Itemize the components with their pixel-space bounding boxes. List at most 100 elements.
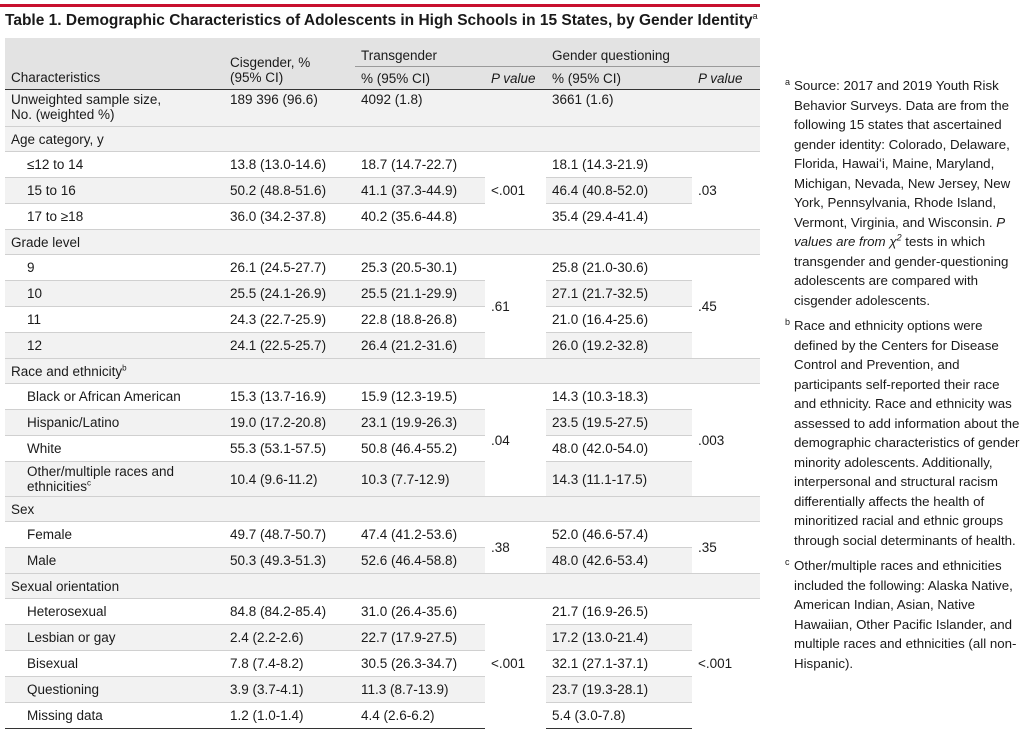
footnote-a-chi-sup: 2 (896, 232, 902, 243)
header-row-groups: Cisgender, % (95% CI) Transgender Gender … (5, 38, 761, 90)
cell-gender-questioning: 3661 (1.6) (546, 89, 693, 127)
cell-transgender: 30.5 (26.3-34.7) (355, 650, 485, 677)
footnote-c: c Other/multiple races and ethnicities i… (785, 556, 1021, 673)
cell-transgender: 47.4 (41.2-53.6) (355, 521, 485, 548)
cell-transgender: 18.7 (14.7-22.7) (355, 151, 485, 178)
table-row-category: Sexual orientation (5, 573, 761, 599)
race-footnote-mark: b (122, 363, 127, 372)
header-trans-p-value: P value (485, 66, 547, 90)
cell-cisgender: 2.4 (2.2-2.6) (224, 624, 355, 651)
table-row: Bisexual 7.8 (7.4-8.2) 30.5 (26.3-34.7) … (5, 650, 760, 677)
header-cisgender-ci: (95% CI) (230, 70, 284, 85)
cell-transgender: 22.8 (18.8-26.8) (355, 306, 485, 333)
cell-cisgender: 24.3 (22.7-25.9) (224, 306, 355, 333)
row-label: Bisexual (5, 650, 224, 677)
cell-transgender: 25.3 (20.5-30.1) (355, 254, 485, 281)
row-label: 10 (5, 280, 224, 307)
cell-transgender: 25.5 (21.1-29.9) (355, 280, 485, 307)
row-label: Questioning (5, 676, 224, 703)
table-footnotes: a Source: 2017 and 2019 Youth Risk Behav… (785, 76, 1021, 679)
footnote-a: a Source: 2017 and 2019 Youth Risk Behav… (785, 76, 1021, 310)
cell-trans-p: <.001 (485, 151, 547, 230)
footnote-a-pvalue-post: tests in which transgender and gender-qu… (794, 234, 1009, 308)
cell-cisgender: 7.8 (7.4-8.2) (224, 650, 355, 677)
table-row: Questioning 3.9 (3.7-4.1) 11.3 (8.7-13.9… (5, 676, 760, 703)
table-row-category: Grade level (5, 229, 761, 255)
cell-trans-p: .61 (485, 254, 547, 359)
cell-gq-p: .003 (692, 383, 761, 497)
header-gq-p-value: P value (692, 66, 761, 90)
category-sex: Sex (5, 496, 761, 522)
cell-cisgender: 24.1 (22.5-25.7) (224, 332, 355, 359)
table-row-category: Age category, y (5, 126, 761, 152)
table-row: Missing data 1.2 (1.0-1.4) 4.4 (2.6-6.2)… (5, 702, 760, 729)
row-label: Other/multiple races and ethnicitiesc (5, 461, 224, 497)
cell-gender-questioning: 46.4 (40.8-52.0) (546, 177, 693, 204)
row-label: Missing data (5, 702, 224, 729)
row-label: Hispanic/Latino (5, 409, 224, 436)
table-row-category: Race and ethnicityb (5, 358, 761, 384)
table-row: Lesbian or gay 2.4 (2.2-2.6) 22.7 (17.9-… (5, 624, 760, 651)
cell-transgender: 15.9 (12.3-19.5) (355, 383, 485, 410)
cell-gender-questioning: 26.0 (19.2-32.8) (546, 332, 693, 359)
title-footnote-mark: a (752, 11, 758, 21)
cell-transgender: 52.6 (46.4-58.8) (355, 547, 485, 574)
cell-gender-questioning: 21.0 (16.4-25.6) (546, 306, 693, 333)
cell-gender-questioning: 52.0 (46.6-57.4) (546, 521, 693, 548)
cell-transgender: 10.3 (7.7-12.9) (355, 461, 485, 497)
cell-transgender: 22.7 (17.9-27.5) (355, 624, 485, 651)
table-row: Heterosexual 84.8 (84.2-85.4) 31.0 (26.4… (5, 598, 761, 729)
cell-cisgender: 19.0 (17.2-20.8) (224, 409, 355, 436)
cell-gender-questioning: 23.5 (19.5-27.5) (546, 409, 693, 436)
cell-transgender: 31.0 (26.4-35.6) (355, 598, 485, 625)
category-race-label: Race and ethnicity (11, 363, 123, 379)
cell-gq-p (692, 89, 761, 127)
header-characteristics: Characteristics (5, 66, 224, 90)
cell-gender-questioning: 23.7 (19.3-28.1) (546, 676, 693, 703)
table-row-sample-size: Unweighted sample size, No. (weighted %) … (5, 89, 761, 127)
row-label: Unweighted sample size, No. (weighted %) (5, 89, 224, 127)
cell-cisgender: 15.3 (13.7-16.9) (224, 383, 355, 410)
header-gender-questioning: Gender questioning (546, 38, 761, 67)
row-label: Lesbian or gay (5, 624, 224, 651)
row-label: 9 (5, 254, 224, 281)
sample-label-line2: No. (weighted %) (11, 107, 115, 122)
cell-cisgender: 1.2 (1.0-1.4) (224, 702, 355, 729)
footnote-b: b Race and ethnicity options were define… (785, 316, 1021, 550)
cell-gq-p: .45 (692, 254, 761, 359)
race-other-footnote-mark: c (87, 478, 92, 488)
footnote-a-pvalue-pre: P values are from χ (794, 214, 1005, 250)
cell-transgender: 4092 (1.8) (355, 89, 485, 127)
cell-gender-questioning: 21.7 (16.9-26.5) (546, 598, 693, 625)
cell-transgender: 11.3 (8.7-13.9) (355, 676, 485, 703)
table-row: Hispanic/Latino 19.0 (17.2-20.8) 23.1 (1… (5, 409, 760, 436)
cell-cisgender: 36.0 (34.2-37.8) (224, 203, 355, 230)
cell-gender-questioning: 17.2 (13.0-21.4) (546, 624, 693, 651)
row-label: 15 to 16 (5, 177, 224, 204)
footnote-c-text: Other/multiple races and ethnicities inc… (794, 558, 1017, 671)
cell-transgender: 4.4 (2.6-6.2) (355, 702, 485, 729)
category-grade: Grade level (5, 229, 761, 255)
cell-trans-p: <.001 (485, 598, 547, 729)
table-row: 11 24.3 (22.7-25.9) 22.8 (18.8-26.8) 21.… (5, 306, 760, 333)
header-transgender: Transgender (355, 38, 547, 67)
row-label: 11 (5, 306, 224, 333)
category-sexual-orientation: Sexual orientation (5, 573, 761, 599)
table-row: Male 50.3 (49.3-51.3) 52.6 (46.4-58.8) 4… (5, 547, 760, 574)
row-label: Male (5, 547, 224, 574)
footnote-a-mark: a (785, 77, 791, 87)
cell-transgender: 41.1 (37.3-44.9) (355, 177, 485, 204)
header-empty-cell (5, 38, 224, 67)
table-row: Female 49.7 (48.7-50.7) 47.4 (41.2-53.6)… (5, 521, 761, 574)
cell-cisgender: 26.1 (24.5-27.7) (224, 254, 355, 281)
cell-trans-p (485, 89, 547, 127)
cell-gender-questioning: 35.4 (29.4-41.4) (546, 203, 693, 230)
race-other-line1: Other/multiple races and (27, 464, 175, 479)
cell-cisgender: 10.4 (9.6-11.2) (224, 461, 355, 497)
header-cisgender-label: Cisgender, % (230, 55, 311, 70)
footnote-a-text: Source: 2017 and 2019 Youth Risk Behavio… (794, 78, 1011, 230)
header-row-columns: Characteristics % (95% CI) P value % (95… (5, 66, 761, 90)
row-label: Female (5, 521, 224, 548)
cell-transgender: 23.1 (19.9-26.3) (355, 409, 485, 436)
cell-gender-questioning: 48.0 (42.6-53.4) (546, 547, 693, 574)
